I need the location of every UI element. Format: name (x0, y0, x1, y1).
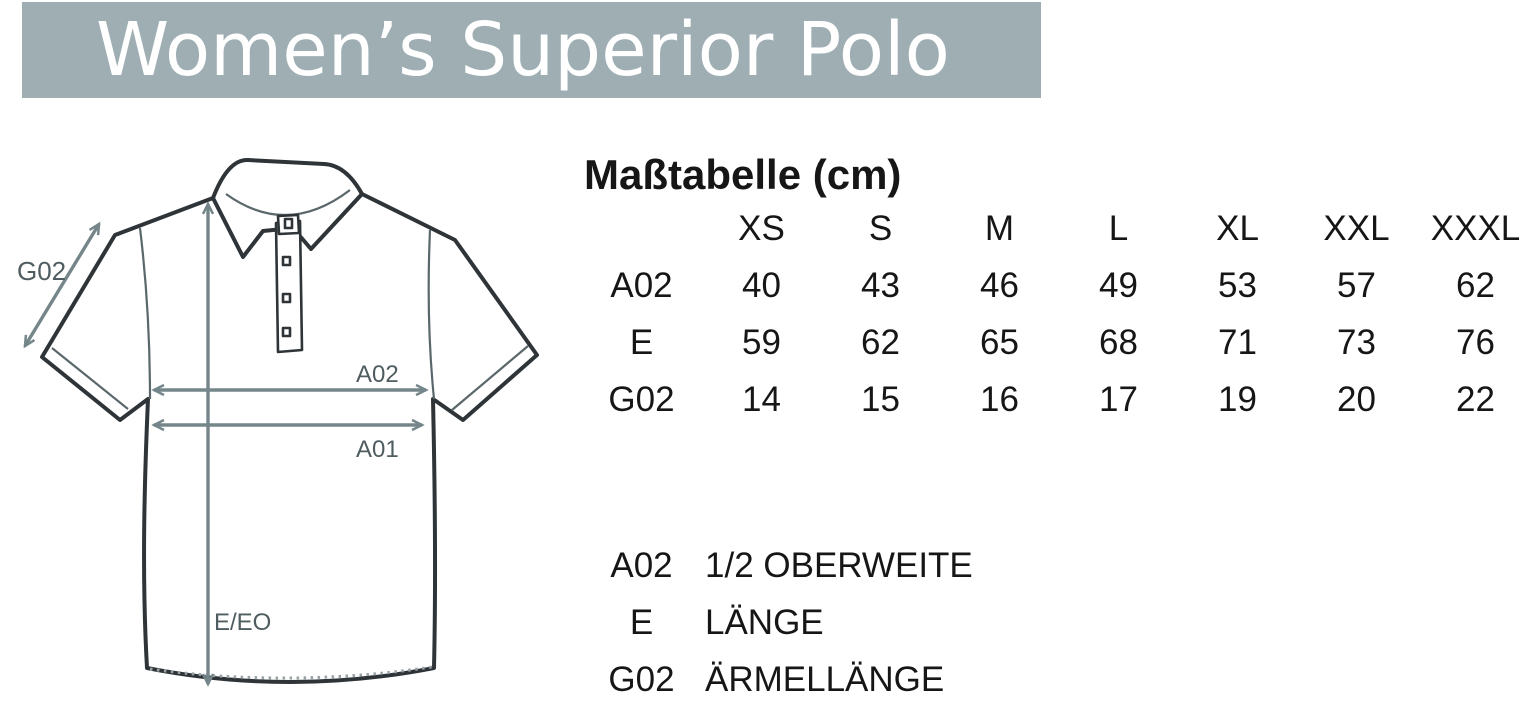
size-table: XS S M L XL XXL XXXL A02 40 43 46 49 53 57 62 E 59 62 65 68… (581, 200, 1528, 428)
size-value: 16 (980, 379, 1019, 419)
legend-label: LÄNGE (705, 602, 824, 642)
measure-code: G02 (608, 379, 675, 419)
size-value: 43 (861, 265, 900, 305)
size-column-header: S (868, 208, 893, 248)
sleeve-length-label: G02 (17, 256, 66, 286)
size-value: 20 (1337, 379, 1376, 419)
size-value: 62 (1456, 265, 1495, 305)
size-value: 71 (1218, 322, 1257, 362)
sleeve-length-arrow (23, 224, 101, 346)
measure-code: E (629, 322, 654, 362)
size-column-header: XXXL (1430, 208, 1521, 248)
polo-shirt-diagram: G02 A02 A01 E/EO (17, 158, 539, 716)
size-value: 15 (861, 379, 900, 419)
size-value: 46 (980, 265, 1019, 305)
size-value: 73 (1337, 322, 1376, 362)
legend-label: 1/2 OBERWEITE (705, 545, 973, 585)
right-cuff-seam (451, 345, 529, 411)
size-value: 19 (1218, 379, 1257, 419)
size-value: 49 (1099, 265, 1138, 305)
left-armhole-seam (138, 227, 152, 400)
size-value: 14 (742, 379, 781, 419)
size-column-header: XS (738, 208, 785, 248)
size-value: 22 (1456, 379, 1495, 419)
size-value: 76 (1456, 322, 1495, 362)
legend-code: G02 (608, 659, 675, 699)
placket-button-1 (281, 255, 292, 267)
size-table-title: Maßtabelle (cm) (584, 151, 902, 198)
size-column-header: L (1108, 208, 1129, 248)
waist-width-label: A01 (356, 436, 399, 463)
measure-code: A02 (610, 265, 673, 305)
legend-label: ÄRMELLÄNGE (705, 659, 945, 699)
legend-code: A02 (610, 545, 673, 585)
size-value: 65 (980, 322, 1019, 362)
title-banner: Women’s Superior Polo (22, 2, 1041, 98)
collar-button (283, 217, 294, 230)
placket-button-3 (281, 326, 292, 338)
size-value: 40 (742, 265, 781, 305)
legend-code: E (629, 602, 654, 642)
size-value: 53 (1218, 265, 1257, 305)
size-column-header: XL (1216, 208, 1259, 248)
measurement-legend: A02 1/2 OBERWEITE E LÄNGE G02 ÄRMELLÄNGE (581, 537, 973, 708)
size-table-corner (581, 200, 702, 257)
size-value: 59 (742, 322, 781, 362)
page-title: Women’s Superior Polo (96, 7, 950, 93)
size-column-header: M (984, 208, 1015, 248)
right-armhole-seam (427, 229, 436, 400)
size-value: 17 (1099, 379, 1138, 419)
left-cuff-seam (51, 347, 129, 410)
size-value: 57 (1337, 265, 1376, 305)
size-column-header: XXL (1323, 208, 1390, 248)
size-value: 62 (861, 322, 900, 362)
size-value: 68 (1099, 322, 1138, 362)
placket-button-2 (281, 292, 292, 304)
hem-stitching (149, 665, 433, 680)
collar (211, 158, 364, 259)
chest-width-label: A02 (356, 361, 399, 388)
shirt-body-outline (40, 192, 539, 684)
length-label: E/EO (214, 609, 271, 636)
